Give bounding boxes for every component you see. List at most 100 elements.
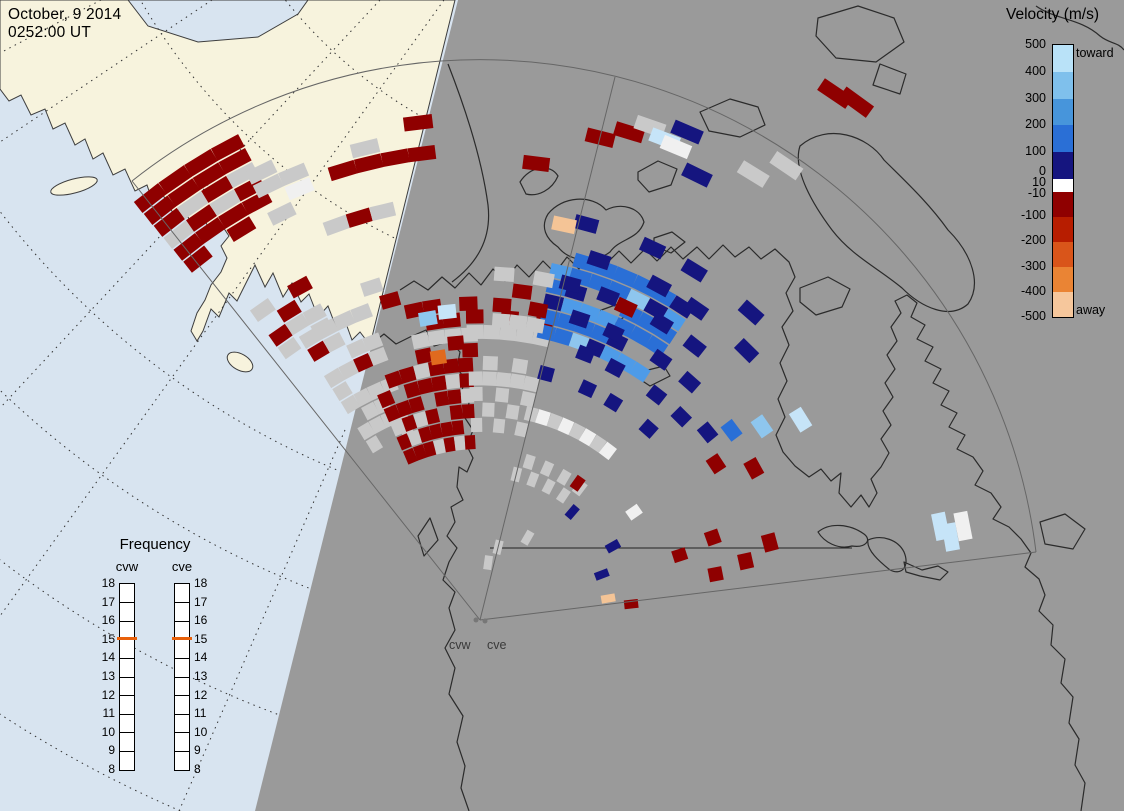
velocity-cell <box>644 335 669 357</box>
velocity-cell <box>628 325 653 348</box>
away-label: away <box>1076 303 1106 317</box>
velocity-cell <box>683 296 710 321</box>
velocity-cell <box>323 367 346 389</box>
velocity-tick-label: -300 <box>1020 258 1046 273</box>
velocity-cell <box>733 337 760 364</box>
chukchi-sea-inlet <box>127 0 309 43</box>
velocity-cell <box>613 296 638 318</box>
velocity-cell <box>492 418 506 434</box>
velocity-colorbar-segment <box>1053 45 1073 72</box>
frequency-tick-line <box>175 732 189 734</box>
velocity-cell <box>649 312 674 335</box>
velocity-cell <box>671 547 689 564</box>
velocity-cell <box>403 381 421 399</box>
velocity-cell <box>357 421 376 441</box>
frequency-tick-line <box>120 620 134 622</box>
radar-label-cvw: cvw <box>449 638 471 652</box>
velocity-cell <box>383 404 401 423</box>
velocity-cell <box>437 303 457 320</box>
frequency-marker <box>117 637 137 641</box>
velocity-cell <box>431 375 448 392</box>
velocity-cell <box>941 522 960 552</box>
velocity-cell <box>705 453 727 475</box>
frequency-scale-cve <box>174 583 190 771</box>
velocity-cell <box>360 277 384 297</box>
radar-site-markers <box>473 617 488 624</box>
island-prince-of-wales <box>637 160 678 193</box>
velocity-cell <box>158 165 192 195</box>
frequency-tick-label: 14 <box>101 650 115 665</box>
velocity-cell <box>183 245 213 273</box>
velocity-cell <box>284 177 315 201</box>
frequency-tick-label: 16 <box>101 613 115 628</box>
velocity-cell <box>760 532 779 553</box>
velocity-cell <box>468 371 483 386</box>
island-southampton <box>799 276 851 316</box>
velocity-cell <box>390 418 407 437</box>
velocity-cell <box>413 411 429 428</box>
velocity-cell <box>520 529 535 546</box>
velocity-cell <box>603 392 624 413</box>
velocity-cell <box>522 375 540 393</box>
frequency-tick-label: 8 <box>108 762 115 776</box>
velocity-cell <box>578 428 597 447</box>
velocity-cell <box>491 313 511 329</box>
velocity-cell <box>184 148 218 177</box>
velocity-cell <box>447 389 462 405</box>
velocity-cell <box>133 183 167 213</box>
velocity-cell <box>492 297 512 313</box>
velocity-cell <box>442 358 460 374</box>
velocity-cell <box>465 309 484 324</box>
velocity-cell <box>457 357 474 373</box>
velocity-cell <box>368 415 387 434</box>
velocity-cell <box>418 310 438 327</box>
velocity-cell <box>395 399 413 418</box>
velocity-cell <box>369 201 397 222</box>
velocity-cell <box>249 298 276 322</box>
velocity-cell <box>361 401 380 421</box>
fov-right-edge <box>479 551 1037 621</box>
frequency-tick-label: 14 <box>194 650 208 665</box>
velocity-cell <box>519 390 536 408</box>
velocity-cell <box>167 178 201 207</box>
velocity-cell <box>509 373 526 390</box>
velocity-cell <box>226 161 259 189</box>
frequency-tick-label: 17 <box>194 594 208 609</box>
velocity-cell <box>953 510 973 542</box>
velocity-cell <box>278 162 310 187</box>
velocity-colorbar <box>1052 44 1074 318</box>
velocity-cell <box>379 291 402 310</box>
velocity-cell <box>526 471 540 488</box>
velocity-cell <box>252 173 284 199</box>
velocity-cell <box>315 318 339 340</box>
velocity-cell <box>173 232 204 261</box>
velocity-cell <box>398 366 417 384</box>
velocity-cell <box>606 280 632 302</box>
velocity-cell <box>323 331 346 353</box>
velocity-cell <box>417 377 434 395</box>
velocity-cell <box>332 381 353 402</box>
velocity-cell <box>720 418 743 442</box>
velocity-cell <box>195 217 226 245</box>
velocity-cell <box>353 153 384 174</box>
velocity-cell <box>143 195 177 225</box>
frequency-tick-label: 9 <box>194 743 201 758</box>
velocity-tick-label: 0 <box>1039 164 1046 178</box>
velocity-cell <box>402 114 434 132</box>
velocity-cell <box>737 551 755 571</box>
velocity-cell <box>736 160 770 188</box>
velocity-cell <box>483 324 501 340</box>
velocity-cell <box>588 434 607 454</box>
frequency-tick-label: 18 <box>194 576 208 590</box>
velocity-cell <box>411 332 431 350</box>
island-ellesmere <box>815 5 905 63</box>
frequency-tick-line <box>175 602 189 604</box>
velocity-colorbar-segment <box>1053 291 1073 317</box>
velocity-cell <box>527 301 549 319</box>
velocity-cell <box>625 288 650 311</box>
velocity-colorbar-segment <box>1053 216 1073 242</box>
velocity-cell <box>434 390 450 407</box>
velocity-cell <box>429 349 448 366</box>
velocity-cell <box>349 138 381 159</box>
velocity-cell <box>678 370 702 394</box>
